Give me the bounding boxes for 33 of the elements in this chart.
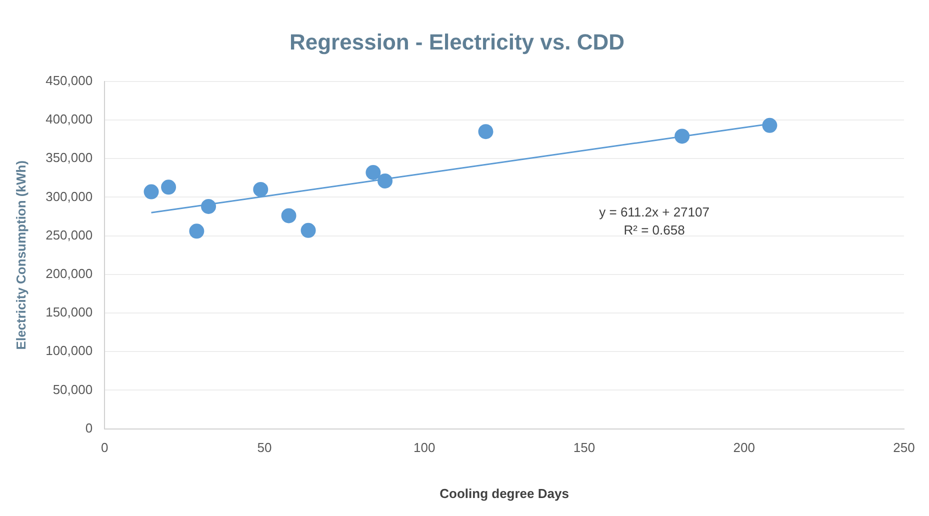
point [161,180,176,195]
y-tick-label: 0 [85,420,93,436]
point [378,173,393,188]
y-tick-label: 50,000 [52,382,93,397]
y-tick-label: 100,000 [46,343,93,358]
point [281,208,296,224]
point [478,124,494,140]
x-tick-label: 0 [100,440,108,456]
y-tick-label: 450,000 [46,72,93,88]
chart-title: Regression - Electricity vs. CDD [289,29,625,54]
point [366,164,381,180]
x-tick-label: 50 [257,440,272,456]
x-tick-label: 150 [573,440,596,456]
y-tick-label: 200,000 [46,266,93,281]
point [144,184,159,200]
y-tick-label: 250,000 [46,227,93,242]
point [300,222,316,238]
x-tick-label: 250 [893,440,915,456]
point [189,224,204,239]
y-tick-label: 400,000 [46,112,93,127]
point [674,128,690,144]
y-tick-label: 350,000 [46,150,93,166]
annotation: R² = 0.658 [624,222,685,238]
y-tick-label: 300,000 [46,188,93,204]
point [201,198,216,214]
y-axis-title: Electricity Consumption (kWh) [13,160,28,350]
x-tick-label: 100 [414,440,436,456]
y-tick-label: 150,000 [46,304,93,320]
annotation: y = 611.2x + 27107 [599,204,710,220]
point [762,118,778,133]
x-axis-title: Cooling degree Days [440,486,569,501]
point [253,182,268,197]
x-tick-label: 200 [733,440,755,456]
